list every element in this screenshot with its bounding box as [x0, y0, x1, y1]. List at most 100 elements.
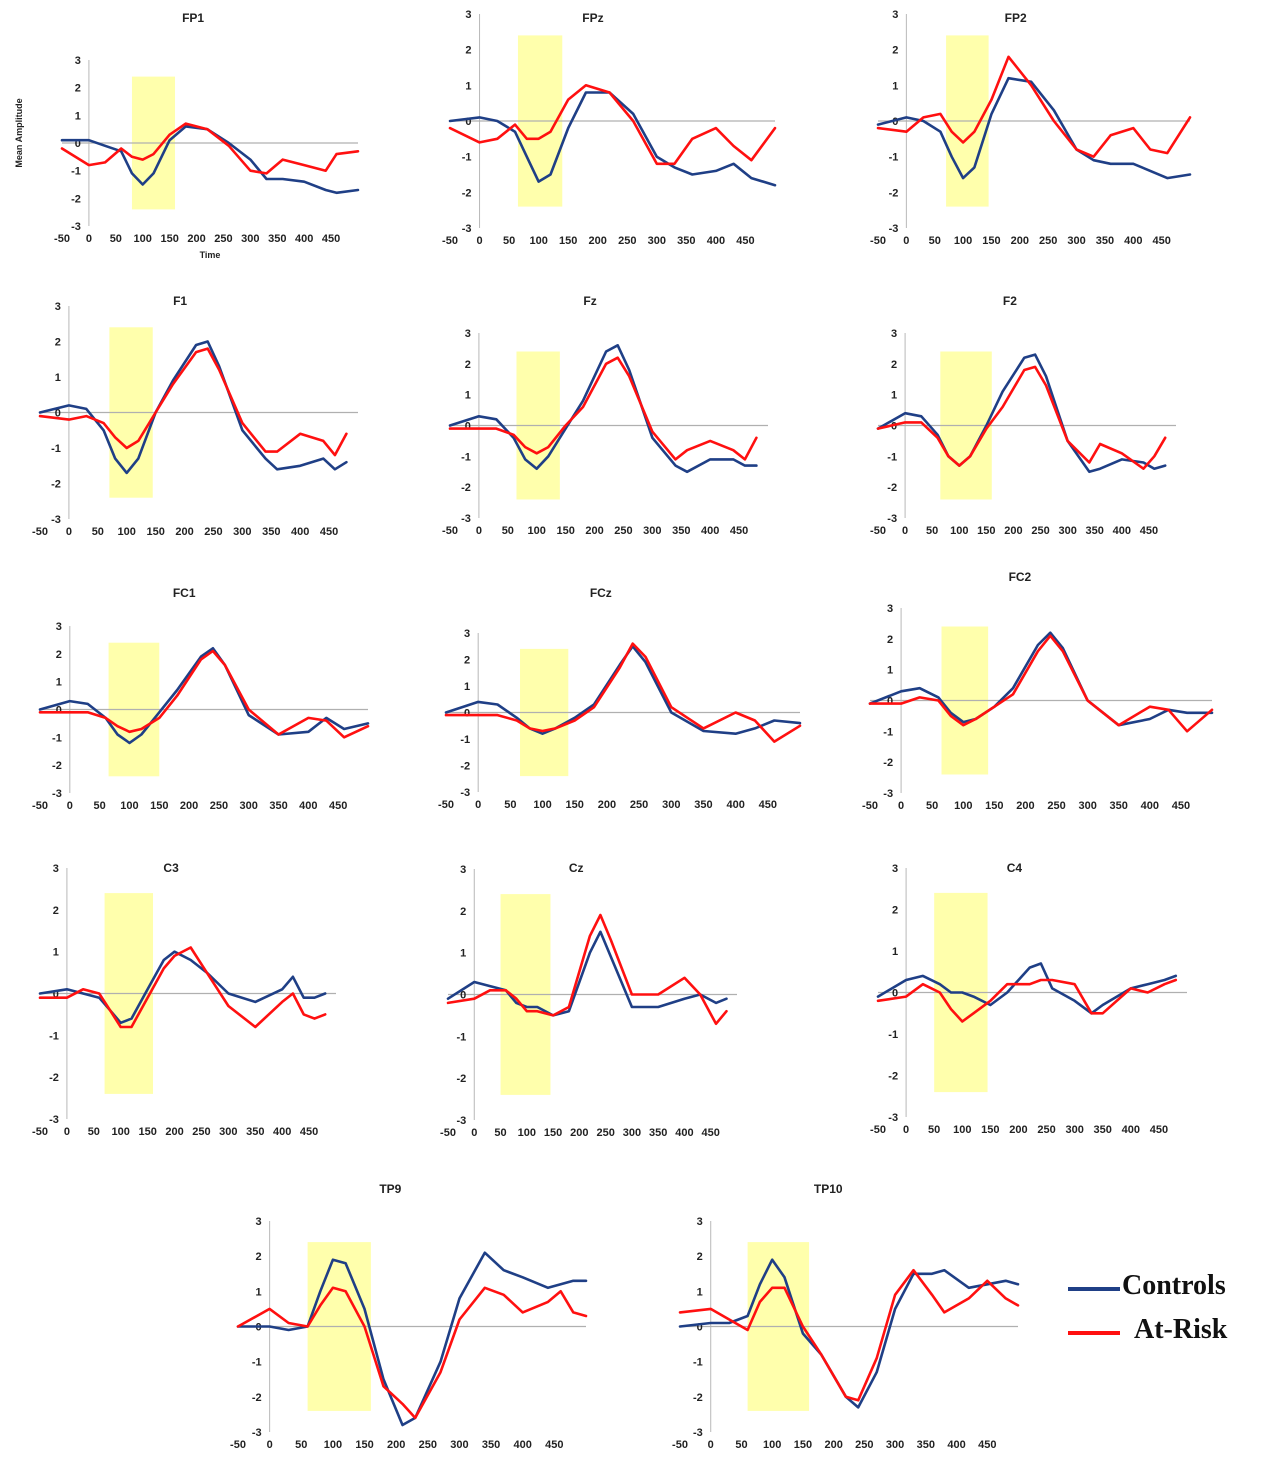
y-tick-label: 1: [891, 390, 897, 402]
x-tick-label: 150: [544, 1127, 562, 1139]
series-line-controls: [444, 644, 802, 736]
x-tick-label: 350: [482, 1439, 500, 1451]
legend-swatch-controls: [1068, 1287, 1120, 1291]
y-tick-label: 1: [256, 1286, 262, 1298]
x-tick-label: 400: [707, 235, 725, 247]
x-tick-label: 300: [1058, 525, 1076, 537]
x-tick-label: 400: [1113, 525, 1131, 537]
y-tick-label: 0: [887, 696, 893, 708]
y-tick-label: 0: [465, 421, 471, 433]
chart-panel-f1: -3 -2 -1 0 1 2 3 -50 0 50 100 150 200 250 300 350 400 450…: [32, 294, 358, 538]
y-tick-label: 1: [465, 80, 471, 92]
x-tick-label: 300: [886, 1439, 904, 1451]
series-line-controls: [38, 646, 370, 745]
x-tick-label: 350: [262, 526, 280, 538]
x-tick-label: 300: [240, 800, 258, 812]
series-line-at-risk: [236, 1286, 588, 1420]
x-tick-label: 350: [677, 235, 695, 247]
y-tick-label: -1: [51, 443, 61, 455]
y-tick-label: -2: [462, 187, 472, 199]
y-tick-label: -2: [456, 1073, 466, 1085]
x-tick-label: 250: [855, 1439, 873, 1451]
y-tick-label: 0: [55, 408, 61, 420]
x-tick-label: 150: [355, 1439, 373, 1451]
x-tick-label: 450: [702, 1127, 720, 1139]
x-tick-label: 300: [648, 235, 666, 247]
y-tick-label: -3: [52, 788, 62, 800]
x-tick-label: 300: [643, 525, 661, 537]
x-tick-label: -50: [438, 799, 454, 811]
x-tick-label: -50: [442, 525, 458, 537]
x-tick-label: 450: [329, 800, 347, 812]
y-tick-label: 2: [465, 359, 471, 371]
y-tick-label: -3: [252, 1427, 262, 1439]
y-tick-label: 0: [892, 988, 898, 1000]
x-tick-label: 450: [736, 235, 754, 247]
x-tick-label: 200: [165, 1126, 183, 1138]
y-tick-label: 2: [887, 634, 893, 646]
y-tick-label: 2: [464, 655, 470, 667]
series-line-at-risk: [678, 1268, 1020, 1402]
x-tick-label: 150: [794, 1439, 812, 1451]
y-tick-label: 1: [75, 110, 81, 122]
x-tick-label: -50: [870, 525, 886, 537]
x-tick-label: -50: [32, 800, 48, 812]
y-tick-label: -3: [888, 1112, 898, 1124]
x-tick-label: 100: [954, 800, 972, 812]
y-tick-label: 3: [465, 328, 471, 340]
y-tick-label: 1: [892, 80, 898, 92]
x-tick-label: 400: [1141, 800, 1159, 812]
y-tick-label: 2: [55, 337, 61, 349]
x-tick-label: 0: [903, 1124, 909, 1136]
x-tick-label: 100: [763, 1439, 781, 1451]
x-tick-label: 150: [977, 525, 995, 537]
x-tick-label: 150: [150, 800, 168, 812]
x-tick-label: 100: [134, 233, 152, 245]
legend-item-controls: Controls: [1068, 1270, 1258, 1306]
y-tick-label: 0: [75, 138, 81, 150]
x-tick-label: 200: [589, 235, 607, 247]
y-axis-label: Mean Amplitude: [14, 98, 24, 167]
x-tick-label: 350: [1110, 800, 1128, 812]
x-tick-label: 0: [708, 1439, 714, 1451]
x-tick-label: 200: [570, 1127, 588, 1139]
x-tick-label: 0: [471, 1127, 477, 1139]
x-tick-label: 350: [1086, 525, 1104, 537]
x-tick-label: 350: [694, 799, 712, 811]
x-tick-label: 50: [504, 799, 516, 811]
legend: Controls At-Risk: [1068, 1270, 1258, 1360]
y-tick-label: 3: [891, 328, 897, 340]
x-tick-label: 350: [917, 1439, 935, 1451]
x-tick-label: 400: [291, 526, 309, 538]
legend-swatch-at-risk: [1068, 1331, 1120, 1335]
x-tick-label: -50: [442, 235, 458, 247]
x-tick-label: 250: [1031, 525, 1049, 537]
x-tick-label: 450: [322, 233, 340, 245]
x-tick-label: 150: [146, 526, 164, 538]
panel-title: TP9: [379, 1182, 401, 1196]
series-line-controls: [448, 343, 758, 474]
x-tick-label: 200: [1011, 235, 1029, 247]
x-tick-label: 200: [1016, 800, 1034, 812]
panel-title: FC2: [1009, 570, 1032, 584]
y-tick-label: -2: [460, 761, 470, 773]
y-tick-label: -3: [887, 513, 897, 525]
x-tick-label: 0: [267, 1439, 273, 1451]
x-tick-label: 200: [1009, 1124, 1027, 1136]
y-tick-label: -2: [71, 193, 81, 205]
y-tick-label: 2: [56, 649, 62, 661]
panel-title: FP2: [1005, 11, 1027, 25]
x-tick-label: 50: [503, 235, 515, 247]
y-tick-label: -1: [889, 152, 899, 164]
panel-title: C4: [1007, 861, 1023, 875]
x-tick-label: 400: [295, 233, 313, 245]
x-tick-label: -50: [870, 235, 886, 247]
series-line-at-risk: [868, 634, 1214, 733]
x-tick-label: 400: [1122, 1124, 1140, 1136]
chart-panel-fp2: -3 -2 -1 0 1 2 3 -50 0 50 100 150 200 250 300 350 400 450…: [870, 9, 1192, 247]
y-tick-label: -1: [462, 152, 472, 164]
x-tick-label: -50: [672, 1439, 688, 1451]
x-tick-label: 0: [476, 235, 482, 247]
y-tick-label: 1: [460, 948, 466, 960]
x-tick-label: 50: [926, 800, 938, 812]
